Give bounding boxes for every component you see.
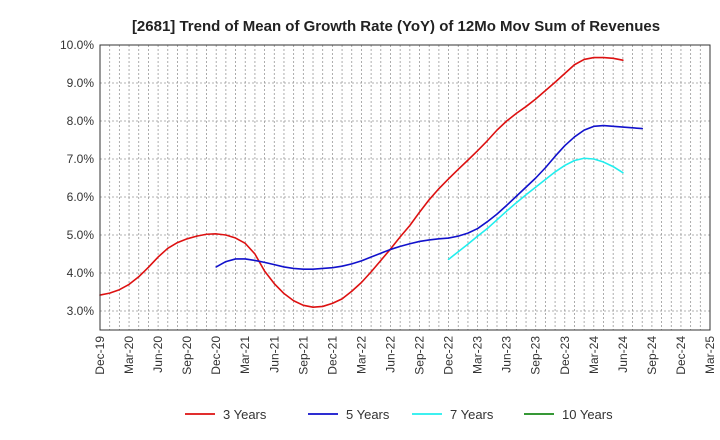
legend-label-5-years: 5 Years [346,407,390,422]
x-tick-label: Jun-23 [500,336,514,373]
legend-label-10-years: 10 Years [562,407,613,422]
y-tick-label: 4.0% [67,266,95,280]
series-line-5-years [215,124,644,271]
plot-background [100,45,710,330]
x-tick-label: Jun-20 [151,336,165,373]
x-tick-label: Jun-21 [267,336,281,373]
x-tick-label: Mar-21 [238,336,252,374]
series-line-7-years [447,157,624,261]
x-tick-label: Dec-20 [209,336,223,375]
legend-label-3-years: 3 Years [223,407,267,422]
x-tick-label: Sep-21 [296,336,310,375]
y-tick-label: 6.0% [67,190,95,204]
x-tick-label: Mar-23 [471,336,485,374]
x-tick-label: Dec-22 [442,336,456,375]
x-tick-label: Mar-20 [122,336,136,374]
grid-lines [99,44,711,330]
y-tick-label: 5.0% [67,228,95,242]
y-tick-label: 7.0% [67,152,95,166]
chart-title: [2681] Trend of Mean of Growth Rate (YoY… [132,18,660,35]
y-tick-label: 3.0% [67,304,95,318]
y-tick-label: 8.0% [67,114,95,128]
y-axis-ticks: 3.0% 4.0% 5.0% 6.0% 7.0% 8.0% 9.0% 10.0% [60,38,94,318]
x-tick-label: Sep-23 [529,336,543,375]
plot-area [100,45,710,330]
series-line-3-years [99,56,624,309]
x-tick-label: Jun-24 [616,336,630,373]
x-axis-ticks: Dec-19 Mar-20 Jun-20 Sep-20 Dec-20 Mar-21 Jun-… [93,336,717,375]
x-tick-label: Sep-20 [180,336,194,375]
series-lines [99,56,644,309]
x-tick-label: Dec-23 [558,336,572,375]
x-tick-label: Sep-24 [645,336,659,375]
x-tick-label: Mar-24 [587,336,601,374]
plot-frame [99,44,711,331]
x-tick-label: Jun-22 [383,336,397,373]
x-tick-label: Mar-25 [703,336,717,374]
x-tick-label: Dec-24 [674,336,688,375]
x-tick-label: Sep-22 [413,336,427,375]
x-tick-label: Mar-22 [354,336,368,374]
legend-label-7-years: 7 Years [450,407,494,422]
legend: 3 Years 5 Years 7 Years 10 Years [185,407,613,422]
y-tick-label: 10.0% [60,38,94,52]
x-tick-label: Dec-21 [325,336,339,375]
x-tick-label: Dec-19 [93,336,107,375]
y-tick-label: 9.0% [67,76,95,90]
